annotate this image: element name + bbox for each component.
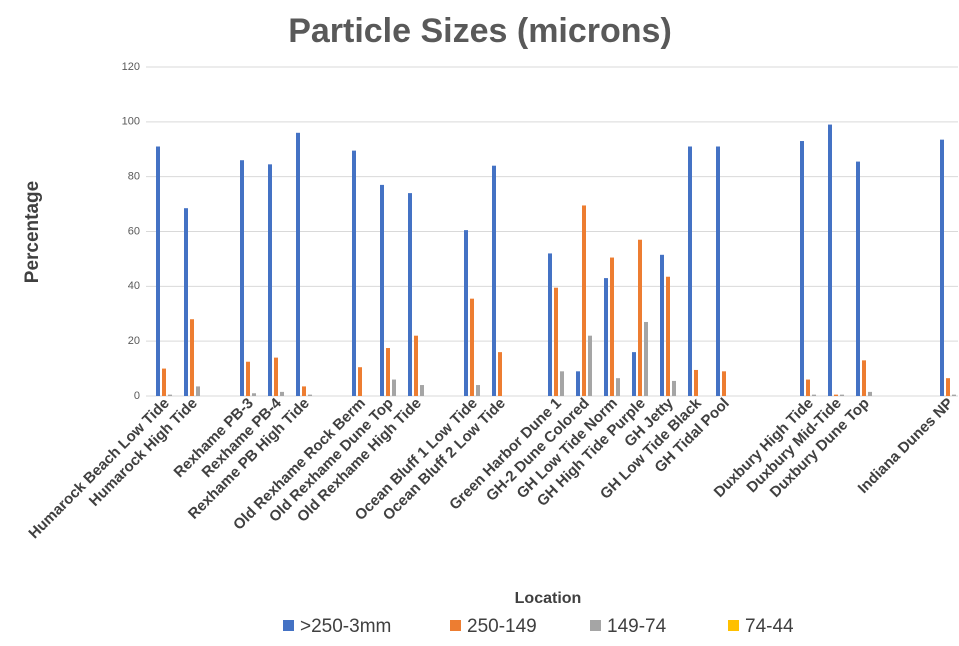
bar: [582, 205, 586, 396]
bar: [604, 278, 608, 396]
bar: [240, 160, 244, 396]
y-tick-label: 20: [128, 335, 140, 347]
bar: [414, 335, 418, 396]
legend-swatch: [590, 620, 601, 631]
bar: [408, 193, 412, 396]
bar: [190, 319, 194, 396]
bar: [828, 124, 832, 396]
legend-swatch: [450, 620, 461, 631]
legend-swatch: [283, 620, 294, 631]
y-tick-label: 100: [122, 116, 140, 128]
y-tick-label: 0: [134, 390, 140, 402]
bar: [716, 146, 720, 396]
bar: [162, 368, 166, 396]
bar: [588, 335, 592, 396]
bar: [554, 287, 558, 396]
y-axis-title: Percentage: [22, 181, 43, 283]
bar: [184, 208, 188, 396]
bar: [280, 391, 284, 396]
bar: [246, 361, 250, 396]
bar: [940, 139, 944, 396]
bar: [616, 378, 620, 396]
bar: [638, 239, 642, 396]
legend-label: 149-74: [607, 616, 667, 637]
bar: [644, 321, 648, 396]
bar: [610, 257, 614, 396]
y-tick-label: 40: [128, 280, 140, 292]
bar: [386, 348, 390, 396]
bar: [632, 352, 636, 396]
bar: [470, 298, 474, 396]
bar: [812, 394, 816, 396]
bar: [252, 393, 256, 396]
bar: [196, 386, 200, 396]
bar: [840, 394, 844, 396]
bar: [856, 161, 860, 396]
bar: [308, 394, 312, 396]
x-axis-title: Location: [515, 590, 582, 607]
bar: [800, 141, 804, 396]
bar: [694, 369, 698, 396]
bar: [380, 184, 384, 396]
y-tick-label: 120: [122, 61, 140, 73]
bar: [476, 385, 480, 396]
bar: [302, 386, 306, 396]
bar: [946, 378, 950, 396]
legend-label: 74-44: [745, 616, 794, 637]
bar: [168, 394, 172, 396]
bar: [834, 394, 838, 396]
bar: [688, 146, 692, 396]
y-tick-label: 60: [128, 225, 140, 237]
chart-title: Particle Sizes (microns): [288, 12, 672, 50]
bar: [464, 230, 468, 396]
legend-swatch: [728, 620, 739, 631]
bar: [862, 360, 866, 396]
bar: [358, 367, 362, 396]
bar: [806, 379, 810, 396]
bar: [420, 385, 424, 396]
legend-label: >250-3mm: [300, 616, 391, 637]
x-tick-label: Humarock Beach Low Tide: [25, 395, 172, 542]
bar: [156, 146, 160, 396]
bar: [672, 380, 676, 396]
bar: [868, 391, 872, 396]
legend-label: 250-149: [467, 616, 537, 637]
bar: [268, 164, 272, 396]
bar: [722, 371, 726, 396]
bar: [576, 371, 580, 396]
bar: [492, 165, 496, 396]
bar: [352, 150, 356, 396]
bar: [274, 357, 278, 396]
bar: [498, 352, 502, 396]
y-tick-label: 80: [128, 171, 140, 183]
bar: [660, 254, 664, 396]
bar: [560, 371, 564, 396]
bar: [952, 394, 956, 396]
bar: [666, 276, 670, 396]
bar: [296, 132, 300, 397]
bar: [392, 379, 396, 396]
x-tick-label: Indiana Dunes NP: [855, 395, 957, 497]
bar: [548, 253, 552, 396]
